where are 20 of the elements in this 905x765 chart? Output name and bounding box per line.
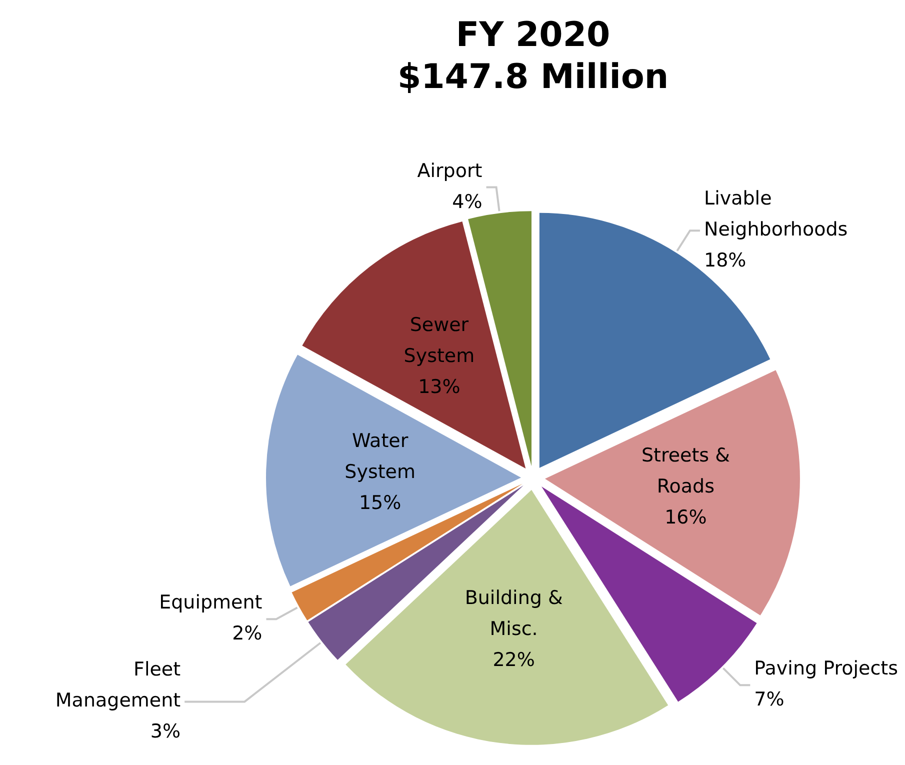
data-label: 22% (492, 648, 535, 671)
data-label: 13% (418, 376, 460, 398)
slice-label: Sewer System (404, 314, 475, 368)
slice-label: Streets & Roads (641, 444, 730, 498)
chart-subtitle: $147.8 Million (397, 57, 669, 97)
data-label: 16% (664, 506, 707, 529)
slice-label: Equipment (159, 592, 262, 614)
data-label: 2% (232, 622, 262, 645)
chart-title: FY 2020 (456, 15, 610, 55)
data-label: 18% (704, 250, 746, 272)
slice-label: Fleet Management (55, 658, 181, 712)
data-label: 7% (754, 688, 784, 711)
slice-label: Water System (344, 430, 416, 484)
slice-label: Paving Projects (754, 658, 898, 680)
slice-label: Livable Neighborhoods (704, 188, 848, 241)
data-label: 15% (358, 492, 402, 514)
data-label: 4% (452, 191, 482, 214)
slice-label: Airport (417, 160, 482, 182)
slice-label: Building & Misc. (464, 586, 563, 640)
data-label: 3% (150, 720, 181, 743)
